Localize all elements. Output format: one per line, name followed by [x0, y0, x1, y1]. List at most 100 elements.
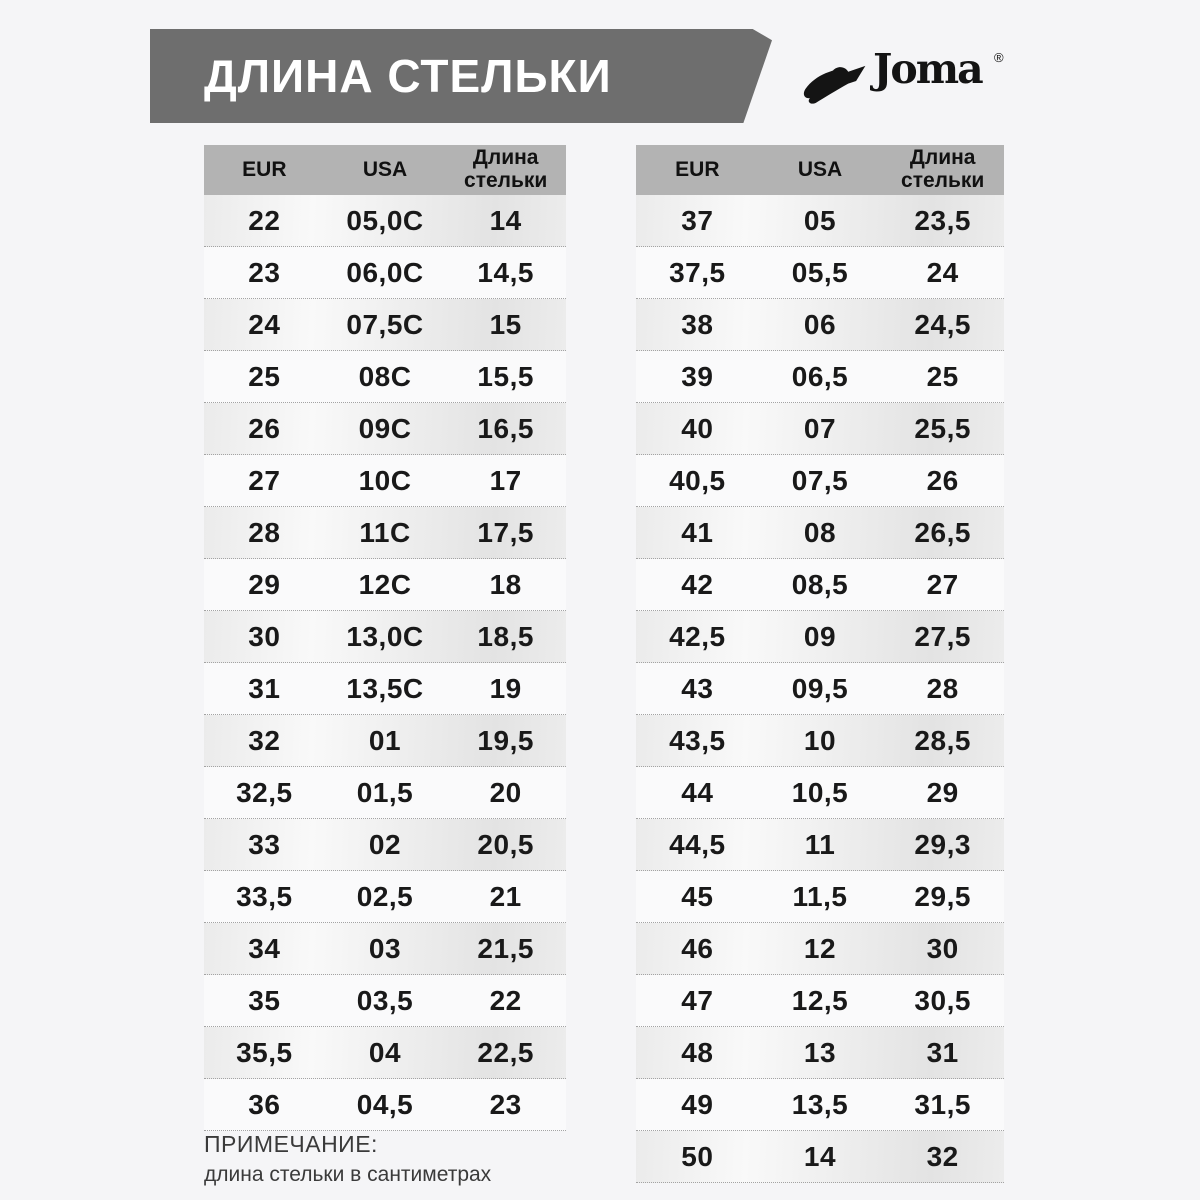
cell-usa: 08 [803, 516, 837, 548]
cell-length: 20 [489, 776, 522, 808]
cell-usa: 02 [368, 828, 402, 860]
cell-usa: 06,5 [791, 360, 849, 392]
cell-eur: 45 [681, 880, 714, 912]
table-row: 28 11C 17,5 [204, 507, 566, 559]
cell-usa: 07,5 [791, 464, 849, 496]
cell-eur: 34 [248, 932, 281, 964]
cell-eur: 40,5 [669, 464, 726, 496]
cell-eur: 43 [681, 672, 714, 704]
table-row: 37,5 05,5 24 [636, 247, 1004, 299]
cell-length: 23,5 [914, 204, 971, 236]
table-row: 32 01 19,5 [204, 715, 566, 767]
table-row: 27 10C 17 [204, 455, 566, 507]
table-row: 44 10,5 29 [636, 767, 1004, 819]
cell-usa: 04,5 [356, 1088, 414, 1120]
cell-usa: 06 [803, 308, 837, 340]
cell-length: 25,5 [914, 412, 971, 444]
cell-length: 29 [926, 776, 959, 808]
table-row: 42 08,5 27 [636, 559, 1004, 611]
table-header-row: EUR USA Длина стельки [204, 145, 566, 195]
cell-eur: 48 [681, 1036, 714, 1068]
cell-length: 15 [489, 308, 522, 340]
cell-usa: 10C [358, 464, 412, 496]
cell-length: 27 [926, 568, 959, 600]
cell-eur: 31 [248, 672, 281, 704]
cell-eur: 47 [681, 984, 714, 1016]
cell-length: 23 [489, 1088, 522, 1120]
cell-length: 14 [489, 204, 522, 236]
cell-length: 32 [926, 1140, 959, 1172]
cell-length: 25 [926, 360, 959, 392]
table-row: 36 04,5 23 [204, 1079, 566, 1131]
cell-length: 26,5 [914, 516, 971, 548]
cell-length: 17 [489, 464, 522, 496]
cell-eur: 32 [248, 724, 281, 756]
cell-eur: 25 [248, 360, 281, 392]
registered-trademark-icon: ® [994, 50, 1004, 65]
table-row: 34 03 21,5 [204, 923, 566, 975]
cell-length: 17,5 [477, 516, 534, 548]
cell-length: 29,3 [914, 828, 971, 860]
cell-usa: 12,5 [791, 984, 849, 1016]
cell-length: 27,5 [914, 620, 971, 652]
joma-logo: Joma ® [802, 49, 1017, 118]
table-row: 46 12 30 [636, 923, 1004, 975]
cell-usa: 05,5 [791, 256, 849, 288]
cell-eur: 37,5 [669, 256, 726, 288]
cell-eur: 36 [248, 1088, 281, 1120]
cell-eur: 42 [681, 568, 714, 600]
table-row: 47 12,5 30,5 [636, 975, 1004, 1027]
table-row: 49 13,5 31,5 [636, 1079, 1004, 1131]
cell-eur: 44 [681, 776, 714, 808]
cell-eur: 38 [681, 308, 714, 340]
cell-usa: 02,5 [356, 880, 414, 912]
cell-eur: 26 [248, 412, 281, 444]
cell-usa: 13,5C [346, 672, 424, 704]
cell-eur: 39 [681, 360, 714, 392]
page-title: ДЛИНА СТЕЛЬКИ [204, 50, 612, 102]
cell-usa: 08C [358, 360, 412, 392]
table-row: 48 13 31 [636, 1027, 1004, 1079]
cell-eur: 22 [248, 204, 281, 236]
cell-length: 20,5 [477, 828, 534, 860]
cell-eur: 23 [248, 256, 281, 288]
cell-eur: 24 [248, 308, 281, 340]
cell-usa: 12C [358, 568, 412, 600]
cell-eur: 35,5 [236, 1036, 293, 1068]
table-row: 33,5 02,5 21 [204, 871, 566, 923]
cell-eur: 42,5 [669, 620, 726, 652]
cell-length: 22 [489, 984, 522, 1016]
column-header-length: Длина стельки [901, 146, 985, 192]
cell-usa: 05 [803, 204, 837, 236]
cell-eur: 40 [681, 412, 714, 444]
cell-usa: 13 [803, 1036, 837, 1068]
table-row: 40,5 07,5 26 [636, 455, 1004, 507]
cell-eur: 37 [681, 204, 714, 236]
size-table-right: EUR USA Длина стельки 37 05 23,5 37,5 05,5 24 38 0… [636, 145, 1004, 1183]
table-row: 25 08C 15,5 [204, 351, 566, 403]
table-row: 44,5 11 29,3 [636, 819, 1004, 871]
cell-usa: 01 [368, 724, 402, 756]
table-row: 35 03,5 22 [204, 975, 566, 1027]
cell-usa: 14 [803, 1140, 837, 1172]
cell-length: 24,5 [914, 308, 971, 340]
table-row: 35,5 04 22,5 [204, 1027, 566, 1079]
cell-usa: 11 [804, 828, 836, 860]
cell-usa: 12 [803, 932, 837, 964]
cell-length: 14,5 [477, 256, 534, 288]
cell-eur: 29 [248, 568, 281, 600]
cell-usa: 09C [358, 412, 412, 444]
cell-usa: 10 [803, 724, 837, 756]
table-row: 50 14 32 [636, 1131, 1004, 1183]
note: ПРИМЕЧАНИЕ: длина стельки в сантиметрах [204, 1131, 491, 1187]
cell-length: 31 [926, 1036, 959, 1068]
size-table-left: EUR USA Длина стельки 22 05,0C 14 23 06,0C 14,5 2… [204, 145, 566, 1131]
column-header-usa: USA [797, 157, 843, 181]
cell-usa: 04 [368, 1036, 402, 1068]
header-banner: ДЛИНА СТЕЛЬКИ [150, 29, 772, 123]
cell-usa: 05,0C [346, 204, 424, 236]
cell-usa: 03 [368, 932, 402, 964]
column-header-length: Длина стельки [464, 146, 548, 192]
cell-length: 29,5 [914, 880, 971, 912]
table-row: 39 06,5 25 [636, 351, 1004, 403]
